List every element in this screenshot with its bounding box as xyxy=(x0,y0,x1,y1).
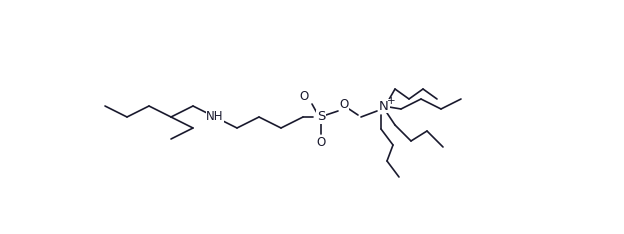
Text: O: O xyxy=(316,135,326,149)
Text: NH: NH xyxy=(207,110,224,124)
Text: S: S xyxy=(317,110,325,124)
Text: O: O xyxy=(339,99,349,111)
Text: +: + xyxy=(387,96,396,106)
Text: N: N xyxy=(379,99,389,113)
Text: O: O xyxy=(300,89,309,102)
